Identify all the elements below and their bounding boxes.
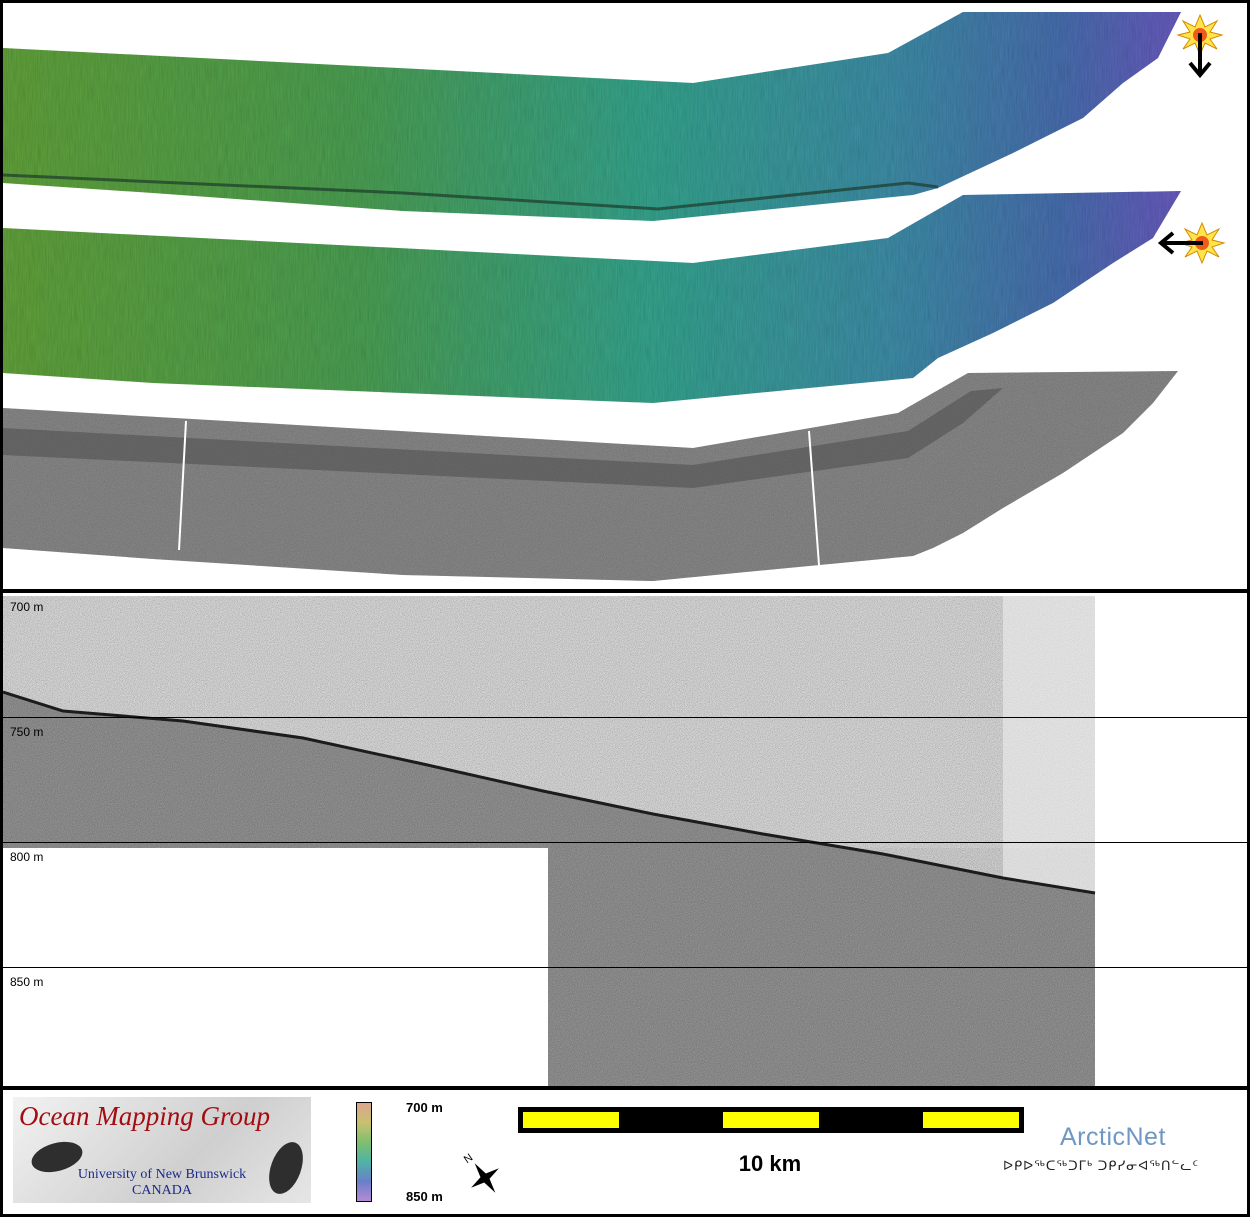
depth-label-700: 700 m xyxy=(10,600,44,614)
colorbar-bottom-label: 850 m xyxy=(406,1189,443,1204)
swath-strips xyxy=(2,12,1226,581)
logo-university: University of New Brunswick xyxy=(77,1167,247,1182)
depth-label-750: 750 m xyxy=(10,725,44,739)
seafloor-sediment xyxy=(3,692,1095,1086)
depth-label-800: 800 m xyxy=(10,850,44,864)
depth-colorbar xyxy=(356,1102,372,1202)
survey-line-marker-left xyxy=(178,420,187,551)
survey-line-marker-right xyxy=(808,430,820,566)
scale-bar-segment-3 xyxy=(723,1112,819,1128)
colorbar-top-label: 700 m xyxy=(406,1100,443,1115)
backscatter-nadir-band xyxy=(3,388,1003,488)
scale-bar-segment-1 xyxy=(523,1112,619,1128)
logo-country: CANADA xyxy=(132,1183,192,1198)
north-label: N xyxy=(462,1152,475,1166)
ocean-mapping-group-logo: Ocean Mapping Group University of New Br… xyxy=(13,1097,311,1203)
profile-image xyxy=(3,596,1096,1086)
scale-bar xyxy=(518,1107,1024,1133)
depth-gridline-800 xyxy=(3,842,1247,843)
scale-bar-segment-5 xyxy=(923,1112,1019,1128)
swath-panel xyxy=(2,3,1247,589)
logo-title: Ocean Mapping Group xyxy=(19,1101,270,1131)
arcticnet-syllabics: ᐅᑭᐅᖅᑕᖅᑐᒥᒃ ᑐᑭᓯᓂᐊᖅᑎᓪᓚᑦ xyxy=(1003,1158,1200,1173)
depth-profile-panel: 700 m 750 m 800 m 850 m xyxy=(3,596,1247,1086)
legend-panel: Ocean Mapping Group University of New Br… xyxy=(3,1093,1247,1211)
bathymetry-strip-north-illumination xyxy=(3,12,1181,221)
depth-label-850: 850 m xyxy=(10,975,44,989)
arrow-down-icon xyxy=(1188,33,1212,79)
bathymetry-strip-east-illumination xyxy=(3,191,1181,403)
arcticnet-logo: ArcticNet xyxy=(1060,1123,1166,1151)
strip1-edge xyxy=(2,173,939,211)
scale-bar-label: 10 km xyxy=(738,1151,802,1176)
arrow-left-icon xyxy=(1157,231,1203,255)
depth-gridline-850 xyxy=(3,967,1247,968)
north-arrow-icon: N xyxy=(462,1152,499,1193)
depth-gridline-750 xyxy=(3,717,1247,718)
panel-divider-upper xyxy=(0,589,1250,593)
panel-divider-lower xyxy=(0,1086,1250,1090)
